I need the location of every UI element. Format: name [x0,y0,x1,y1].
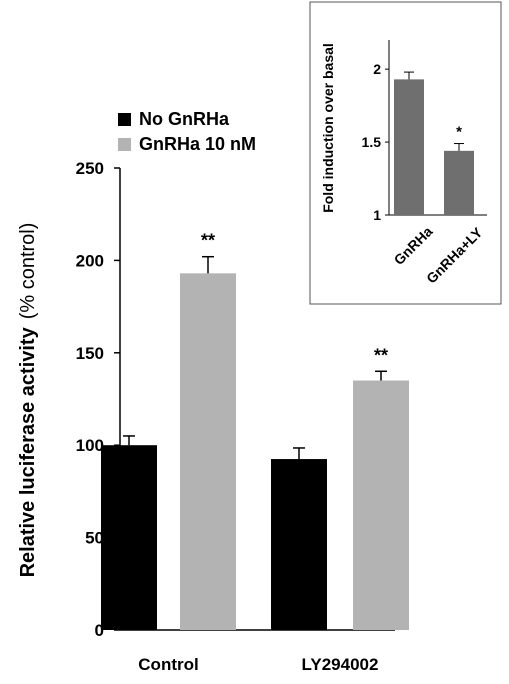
inset-y-axis-label: Fold induction over basal [320,43,336,213]
bar [353,380,409,630]
y-tick-label: 250 [76,159,104,178]
y-tick-label: 200 [76,251,104,270]
x-tick-label: Control [138,655,198,674]
legend-label: GnRHa 10 nM [139,134,256,154]
y-tick-label: 150 [76,344,104,363]
bar [101,445,157,630]
inset-y-tick-label: 1.5 [362,134,382,150]
main-chart: 0 50 100 150 200 250 Relative luciferase activ… [17,109,409,674]
bar [180,273,236,630]
inset-significance-label: * [456,124,462,141]
significance-label: ** [374,345,388,365]
y-tick-label: 50 [85,529,104,548]
y-axis-label-unit: (% control) [17,223,39,320]
inset-bar [394,79,424,215]
significance-label: ** [201,231,215,251]
bar [271,459,327,630]
y-tick-label: 0 [95,621,104,640]
inset-bar [444,150,474,215]
y-axis-label-main: Relative luciferase activity [17,326,39,577]
inset-y-tick-label: 1 [373,207,381,223]
x-tick-label: LY294002 [302,655,379,674]
y-tick-label: 100 [76,436,104,455]
y-axis-label: Relative luciferase activity (% control) [17,223,39,578]
legend-swatch [118,138,131,151]
inset-y-tick-label: 2 [373,61,381,77]
legend-label: No GnRHa [139,109,230,129]
legend-swatch [118,113,131,126]
